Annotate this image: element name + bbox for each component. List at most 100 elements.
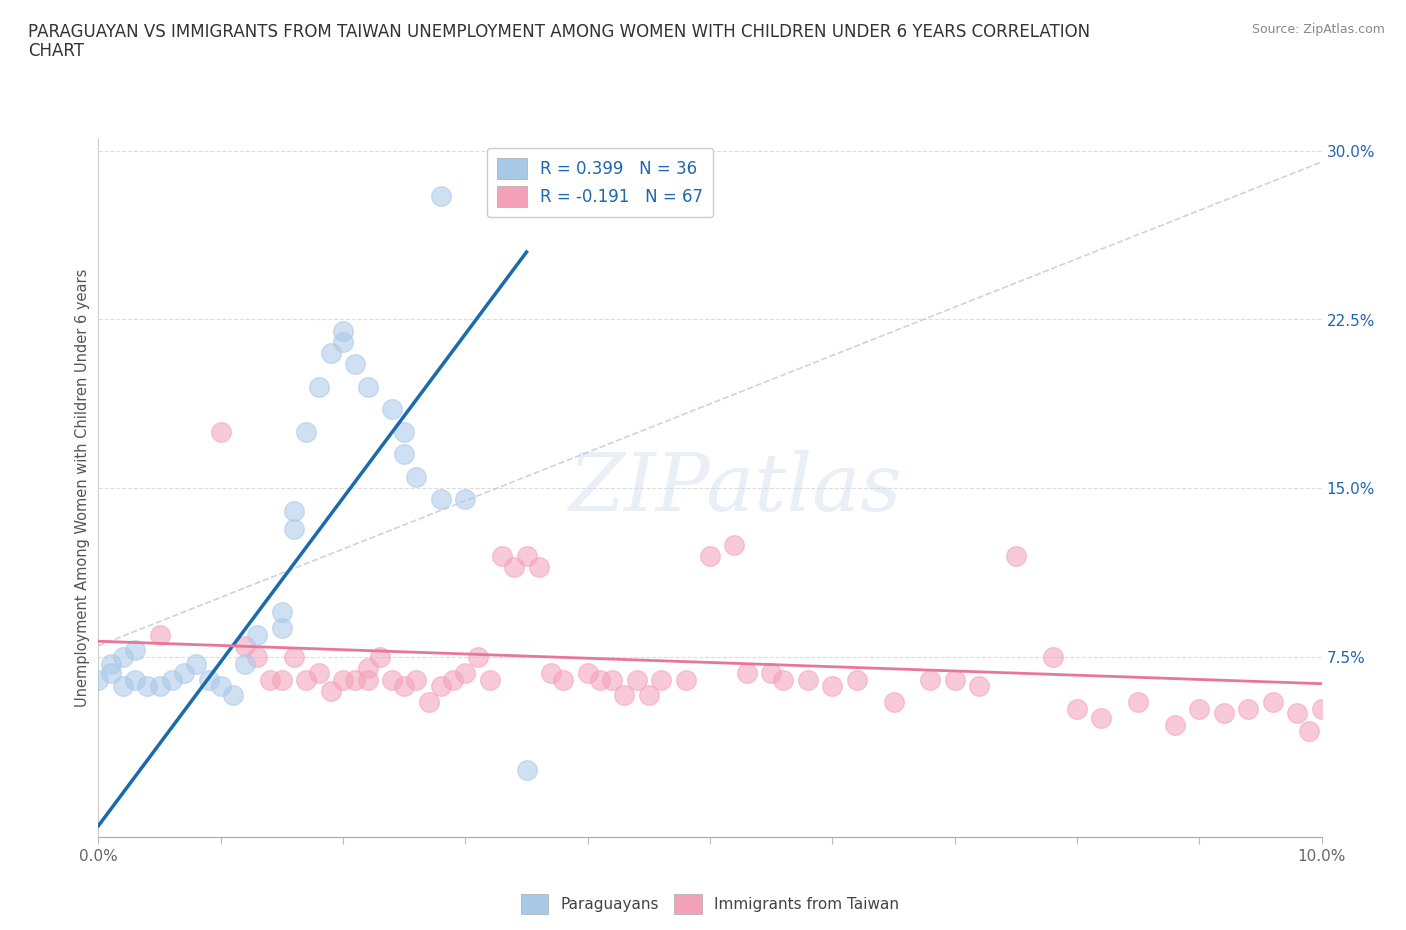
Point bbox=[283, 503, 305, 518]
Point bbox=[233, 638, 256, 653]
Point bbox=[943, 672, 966, 687]
Point bbox=[797, 672, 820, 687]
Point bbox=[356, 661, 378, 676]
Point bbox=[1261, 695, 1284, 710]
Point bbox=[124, 643, 146, 658]
Point bbox=[405, 672, 427, 687]
Point bbox=[344, 672, 367, 687]
Point bbox=[319, 346, 342, 361]
Point bbox=[222, 688, 245, 703]
Point bbox=[821, 679, 844, 694]
Point bbox=[1323, 711, 1346, 725]
Point bbox=[270, 672, 292, 687]
Point bbox=[319, 684, 342, 698]
Point bbox=[259, 672, 281, 687]
Y-axis label: Unemployment Among Women with Children Under 6 years: Unemployment Among Women with Children U… bbox=[75, 269, 90, 708]
Point bbox=[553, 672, 575, 687]
Point bbox=[845, 672, 868, 687]
Point bbox=[246, 627, 269, 642]
Point bbox=[160, 672, 183, 687]
Point bbox=[392, 425, 416, 440]
Point bbox=[111, 649, 134, 664]
Point bbox=[467, 649, 489, 664]
Point bbox=[392, 447, 416, 462]
Point bbox=[209, 425, 232, 440]
Text: Source: ZipAtlas.com: Source: ZipAtlas.com bbox=[1251, 23, 1385, 36]
Point bbox=[209, 679, 232, 694]
Point bbox=[613, 688, 636, 703]
Point bbox=[100, 665, 122, 680]
Point bbox=[454, 665, 477, 680]
Point bbox=[883, 695, 905, 710]
Point bbox=[1128, 695, 1150, 710]
Point bbox=[735, 665, 758, 680]
Legend: Paraguayans, Immigrants from Taiwan: Paraguayans, Immigrants from Taiwan bbox=[515, 888, 905, 920]
Point bbox=[516, 762, 538, 777]
Text: CHART: CHART bbox=[28, 42, 84, 60]
Point bbox=[270, 604, 292, 619]
Point bbox=[270, 620, 292, 635]
Point bbox=[1042, 649, 1064, 664]
Point bbox=[344, 357, 367, 372]
Point bbox=[430, 492, 453, 507]
Point bbox=[723, 537, 745, 551]
Point bbox=[1164, 717, 1187, 732]
Point bbox=[283, 522, 305, 537]
Point bbox=[405, 470, 427, 485]
Point bbox=[1066, 701, 1088, 716]
Point bbox=[540, 665, 562, 680]
Point bbox=[650, 672, 672, 687]
Point bbox=[356, 379, 378, 394]
Point bbox=[1212, 706, 1234, 721]
Point bbox=[527, 560, 550, 575]
Point bbox=[368, 649, 391, 664]
Point bbox=[675, 672, 697, 687]
Point bbox=[392, 679, 416, 694]
Point bbox=[626, 672, 648, 687]
Point bbox=[124, 672, 146, 687]
Point bbox=[637, 688, 661, 703]
Point bbox=[759, 665, 782, 680]
Point bbox=[516, 549, 538, 564]
Point bbox=[1237, 701, 1260, 716]
Text: ZIPatlas: ZIPatlas bbox=[568, 449, 901, 527]
Point bbox=[430, 679, 453, 694]
Point bbox=[1298, 724, 1320, 738]
Point bbox=[111, 679, 134, 694]
Point bbox=[430, 188, 453, 203]
Point bbox=[1334, 695, 1357, 710]
Point bbox=[1310, 701, 1333, 716]
Point bbox=[920, 672, 942, 687]
Point bbox=[503, 560, 526, 575]
Point bbox=[1384, 724, 1406, 738]
Point bbox=[186, 657, 208, 671]
Point bbox=[478, 672, 501, 687]
Point bbox=[491, 549, 513, 564]
Point bbox=[1286, 706, 1309, 721]
Point bbox=[173, 665, 195, 680]
Point bbox=[308, 379, 330, 394]
Point bbox=[149, 627, 172, 642]
Point bbox=[441, 672, 464, 687]
Point bbox=[100, 657, 122, 671]
Point bbox=[295, 425, 318, 440]
Point bbox=[332, 335, 354, 350]
Point bbox=[246, 649, 269, 664]
Point bbox=[233, 657, 256, 671]
Point bbox=[967, 679, 990, 694]
Point bbox=[87, 672, 110, 687]
Point bbox=[454, 492, 477, 507]
Point bbox=[356, 672, 378, 687]
Point bbox=[381, 672, 404, 687]
Point bbox=[308, 665, 330, 680]
Point bbox=[332, 324, 354, 339]
Point bbox=[283, 649, 305, 664]
Point bbox=[1004, 549, 1026, 564]
Point bbox=[295, 672, 318, 687]
Point bbox=[149, 679, 172, 694]
Point bbox=[418, 695, 440, 710]
Point bbox=[589, 672, 612, 687]
Point bbox=[1090, 711, 1112, 725]
Point bbox=[1188, 701, 1211, 716]
Point bbox=[772, 672, 794, 687]
